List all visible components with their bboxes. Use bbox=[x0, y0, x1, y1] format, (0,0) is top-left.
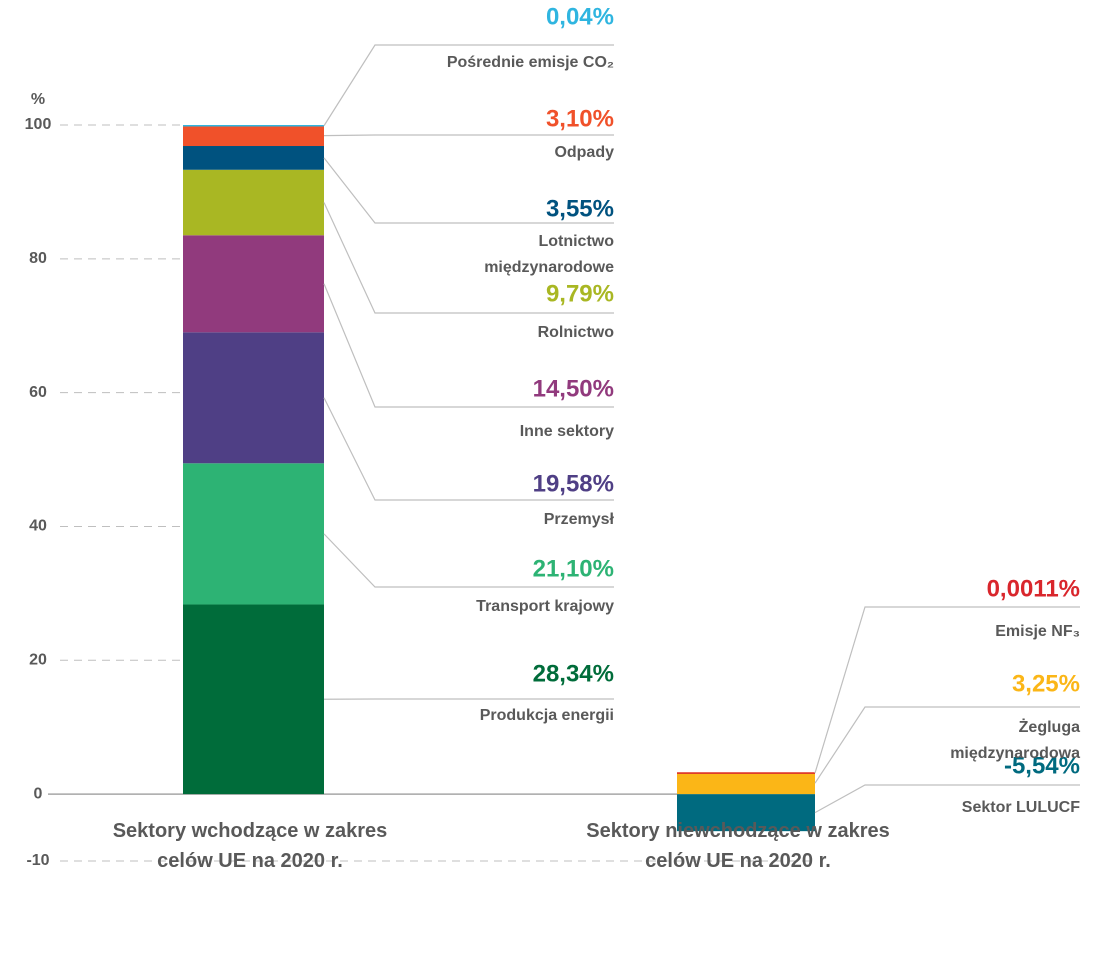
value-label: 28,34% bbox=[533, 660, 614, 687]
segment-name: Rolnictwo bbox=[538, 324, 615, 341]
y-tick-label: 40 bbox=[29, 518, 47, 535]
y-tick-label: 100 bbox=[25, 116, 52, 133]
bar-segment bbox=[183, 332, 324, 464]
y-tick-label: -10 bbox=[26, 852, 49, 869]
y-axis-label: % bbox=[31, 91, 45, 108]
segment-name: Pośrednie emisje CO₂ bbox=[447, 54, 614, 71]
segment-name: Przemysł bbox=[544, 511, 615, 528]
value-label: 19,58% bbox=[533, 470, 614, 497]
value-label: 21,10% bbox=[533, 555, 614, 582]
bar-segment bbox=[183, 169, 324, 236]
bar-segment bbox=[183, 604, 324, 795]
y-tick-label: 0 bbox=[34, 785, 43, 802]
value-label: 3,25% bbox=[1012, 670, 1080, 697]
leader-line bbox=[323, 157, 614, 224]
leader-line bbox=[323, 134, 614, 137]
leader-line bbox=[323, 283, 614, 408]
bar-segment bbox=[677, 772, 815, 774]
leader-line bbox=[814, 784, 1080, 814]
segment-name: Lotnictwo międzynarodowe bbox=[484, 233, 614, 276]
bar-segment bbox=[677, 794, 815, 832]
segment-name: Sektor LULUCF bbox=[962, 799, 1080, 816]
segment-name: Żegluga międzynarodowa bbox=[950, 718, 1080, 762]
y-tick-label: 60 bbox=[29, 384, 47, 401]
bar-segment bbox=[183, 235, 324, 333]
value-label: 9,79% bbox=[546, 280, 614, 307]
value-label: -5,54% bbox=[1004, 752, 1080, 779]
leader-line bbox=[323, 397, 614, 501]
segment-name: Produkcja energii bbox=[480, 707, 614, 724]
bar-segment bbox=[183, 125, 324, 127]
bar-segment bbox=[183, 146, 324, 170]
value-label: 14,50% bbox=[533, 375, 614, 402]
leader-line bbox=[323, 533, 614, 588]
bar-segment bbox=[677, 772, 815, 795]
segment-name: Odpady bbox=[554, 144, 614, 161]
bar-segment bbox=[183, 463, 324, 605]
segment-name: Transport krajowy bbox=[476, 598, 614, 615]
value-label: 0,0011% bbox=[987, 575, 1080, 602]
bar-segment bbox=[183, 125, 324, 147]
x-tick-label: Sektory wchodzące w zakres celów UE na 20… bbox=[113, 820, 388, 872]
leader-line bbox=[323, 202, 614, 314]
y-tick-label: 80 bbox=[29, 250, 47, 267]
segment-name: Inne sektory bbox=[520, 423, 614, 440]
value-label: 3,55% bbox=[546, 195, 614, 222]
y-tick-label: 20 bbox=[29, 651, 47, 668]
leader-line bbox=[323, 44, 614, 127]
x-tick-label: Sektory niewchodzące w zakres celów UE na… bbox=[586, 820, 889, 872]
leader-line bbox=[814, 606, 1080, 774]
leader-line bbox=[814, 706, 1080, 784]
value-label: 0,04% bbox=[546, 3, 614, 30]
value-label: 3,10% bbox=[546, 105, 614, 132]
segment-name: Emisje NF₃ bbox=[995, 623, 1080, 640]
